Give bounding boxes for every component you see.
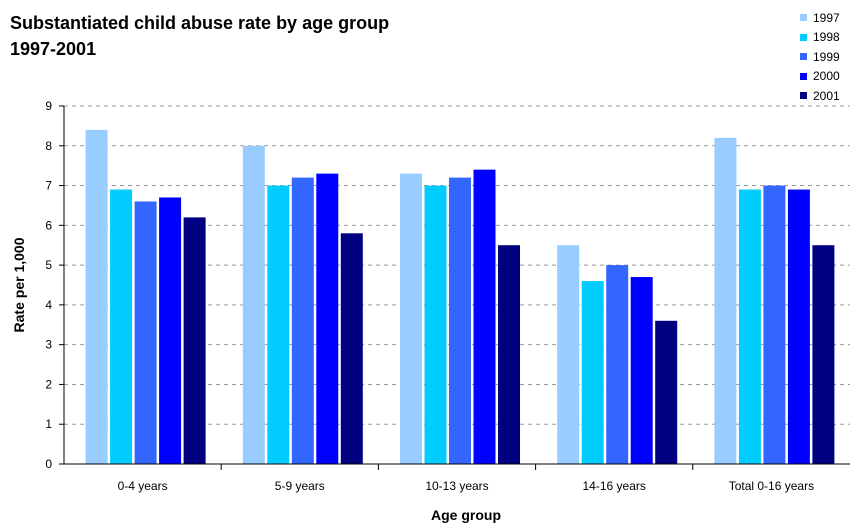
legend-label: 1997 bbox=[813, 10, 840, 25]
bar-1997-4 bbox=[714, 137, 737, 465]
bars bbox=[85, 129, 835, 465]
axes bbox=[59, 105, 850, 470]
y-tick-label: 1 bbox=[45, 417, 52, 431]
x-tick-label: 10-13 years bbox=[425, 479, 488, 493]
bar-1999-2 bbox=[449, 177, 471, 464]
bar-1997-1 bbox=[242, 145, 265, 464]
bar-1998-2 bbox=[424, 185, 447, 465]
legend-label: 2001 bbox=[813, 88, 840, 103]
bar-2001-2 bbox=[498, 245, 520, 464]
legend-label: 1999 bbox=[813, 49, 840, 64]
bar-1999-4 bbox=[763, 185, 786, 465]
bar-1998-1 bbox=[267, 185, 290, 465]
y-tick-labels: 0 1 2 3 4 5 6 7 8 9 bbox=[45, 99, 52, 471]
legend-swatch bbox=[800, 72, 807, 80]
bar-1997-0 bbox=[85, 129, 108, 464]
bar-1998-4 bbox=[738, 189, 761, 465]
bar-1998-0 bbox=[110, 189, 133, 465]
bar-2000-1 bbox=[316, 173, 339, 464]
legend-item-2000: 2000 bbox=[800, 67, 840, 87]
y-axis-label: Rate per 1,000 bbox=[11, 237, 27, 332]
x-tick-label: 14-16 years bbox=[583, 479, 646, 493]
bar-1998-3 bbox=[581, 281, 604, 464]
legend-swatch bbox=[800, 14, 807, 22]
legend-swatch bbox=[800, 53, 807, 61]
legend-swatch bbox=[800, 33, 807, 41]
legend-item-2001: 2001 bbox=[800, 86, 840, 106]
bar-2000-0 bbox=[159, 197, 182, 464]
y-tick-label: 4 bbox=[45, 298, 52, 312]
bar-1997-2 bbox=[400, 173, 422, 464]
y-tick-label: 8 bbox=[45, 139, 52, 153]
x-tick-label: 0-4 years bbox=[118, 479, 168, 493]
bar-1997-3 bbox=[557, 245, 580, 464]
chart-subtitle: 1997-2001 bbox=[10, 39, 97, 59]
y-tick-label: 7 bbox=[45, 179, 52, 193]
bar-2000-4 bbox=[787, 189, 810, 465]
x-tick-label: 5-9 years bbox=[275, 479, 325, 493]
bar-1999-3 bbox=[606, 265, 629, 464]
x-tick-labels: 0-4 years 5-9 years 10-13 years 14-16 years… bbox=[118, 479, 815, 493]
y-tick-label: 0 bbox=[45, 457, 52, 471]
legend-item-1999: 1999 bbox=[800, 47, 840, 67]
legend-label: 2000 bbox=[813, 69, 840, 84]
x-tick-label: Total 0-16 years bbox=[729, 479, 814, 493]
bar-2000-3 bbox=[630, 277, 653, 464]
chart-legend: 1997 1998 1999 2000 2001 bbox=[800, 8, 840, 106]
bar-2001-4 bbox=[812, 245, 835, 464]
y-tick-label: 3 bbox=[45, 338, 52, 352]
chart-title-text: Substantiated child abuse rate by age gr… bbox=[10, 13, 390, 33]
y-tick-label: 6 bbox=[45, 218, 52, 232]
bar-1999-0 bbox=[134, 201, 157, 464]
x-axis-label: Age group bbox=[431, 507, 501, 523]
y-tick-label: 5 bbox=[45, 258, 52, 272]
bar-2001-0 bbox=[183, 217, 206, 464]
y-tick-label: 2 bbox=[45, 377, 52, 391]
chart-title: Substantiated child abuse rate by age gr… bbox=[10, 10, 389, 62]
bar-2001-3 bbox=[655, 320, 678, 464]
legend-item-1998: 1998 bbox=[800, 28, 840, 48]
bar-2000-2 bbox=[473, 169, 496, 464]
y-tick-label: 9 bbox=[45, 99, 52, 113]
legend-item-1997: 1997 bbox=[800, 8, 840, 28]
legend-label: 1998 bbox=[813, 30, 840, 45]
bar-2001-1 bbox=[340, 233, 363, 464]
bar-1999-1 bbox=[291, 177, 314, 464]
legend-swatch bbox=[800, 92, 807, 100]
